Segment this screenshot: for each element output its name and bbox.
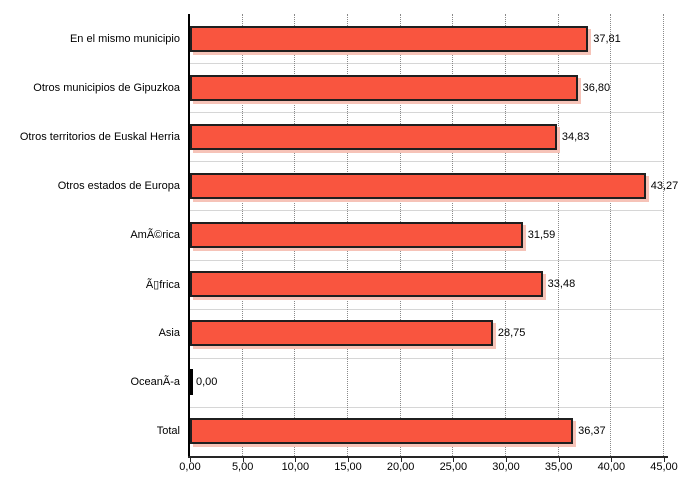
x-tick-mark <box>348 458 349 462</box>
x-tick-label: 10,00 <box>281 461 310 473</box>
bar <box>190 25 589 52</box>
x-tick-label: 45,00 <box>650 461 678 473</box>
category-label: Otros territorios de Euskal Herria <box>19 130 180 143</box>
x-tick-label: 0,00 <box>179 461 201 473</box>
category-label: Asia <box>158 327 180 340</box>
x-tick-label: 15,00 <box>334 461 362 473</box>
bar <box>190 172 646 199</box>
category-label: Otros estados de Europa <box>57 179 180 192</box>
bar <box>190 320 493 347</box>
bar-value-label: 34,83 <box>561 130 590 143</box>
x-tick-label: 35,00 <box>544 461 573 473</box>
vertical-gridline <box>663 14 664 456</box>
row-separator <box>190 308 664 310</box>
bar-value-label: 33,48 <box>547 278 576 291</box>
bar <box>190 271 543 298</box>
vertical-gridline <box>610 14 612 456</box>
row-separator <box>190 357 664 359</box>
bar <box>190 222 523 248</box>
x-tick-label: 40,00 <box>597 461 626 473</box>
category-label: En el mismo municipio <box>69 32 180 45</box>
category-label: Ã▯frica <box>145 278 180 291</box>
x-tick-mark <box>611 458 613 462</box>
x-tick-mark <box>400 458 402 462</box>
x-tick-mark <box>664 458 665 462</box>
bar-value-label: 31,59 <box>527 229 556 241</box>
vertical-gridline <box>557 14 559 456</box>
bar-value-label: 28,75 <box>497 327 526 340</box>
category-label: Otros municipios de Gipuzkoa <box>33 81 180 94</box>
category-axis-labels: En el mismo municipio Otros municipios de… <box>0 14 184 456</box>
row-separator <box>190 210 664 212</box>
row-separator <box>190 259 664 261</box>
x-tick-label: 30,00 <box>492 461 520 473</box>
category-label: Total <box>156 425 180 438</box>
x-tick-label: 25,00 <box>439 461 468 473</box>
bar <box>190 74 578 101</box>
bar <box>190 123 557 150</box>
bar-value-label: 0,00 <box>196 376 218 389</box>
bar-value-label: 37,81 <box>593 32 621 45</box>
bar-value-label: 36,80 <box>582 81 611 94</box>
bar-value-label: 43,27 <box>650 179 679 192</box>
y-axis <box>188 14 190 458</box>
row-separator <box>190 63 664 65</box>
x-tick-label: 5,00 <box>231 461 254 473</box>
bar-value-label: 36,37 <box>578 425 606 438</box>
x-axis <box>188 456 668 458</box>
bar-zero <box>190 369 193 396</box>
row-separator <box>190 112 664 114</box>
x-tick-mark <box>453 458 455 462</box>
category-label: AmÃ©rica <box>130 228 180 241</box>
x-tick-mark <box>558 458 560 462</box>
row-separator <box>190 406 664 408</box>
bar <box>190 418 574 445</box>
plot-area: 37,81 36,80 34,83 43,27 31,59 33,48 28,75 0,00 3… <box>190 14 678 456</box>
x-tick-label: 20,00 <box>386 461 415 473</box>
x-tick-mark <box>295 458 297 462</box>
x-tick-mark <box>506 458 507 462</box>
x-tick-mark <box>242 458 244 462</box>
category-label: OceanÃ-a <box>130 376 180 389</box>
x-tick-mark <box>190 458 191 462</box>
row-separator <box>190 161 664 163</box>
